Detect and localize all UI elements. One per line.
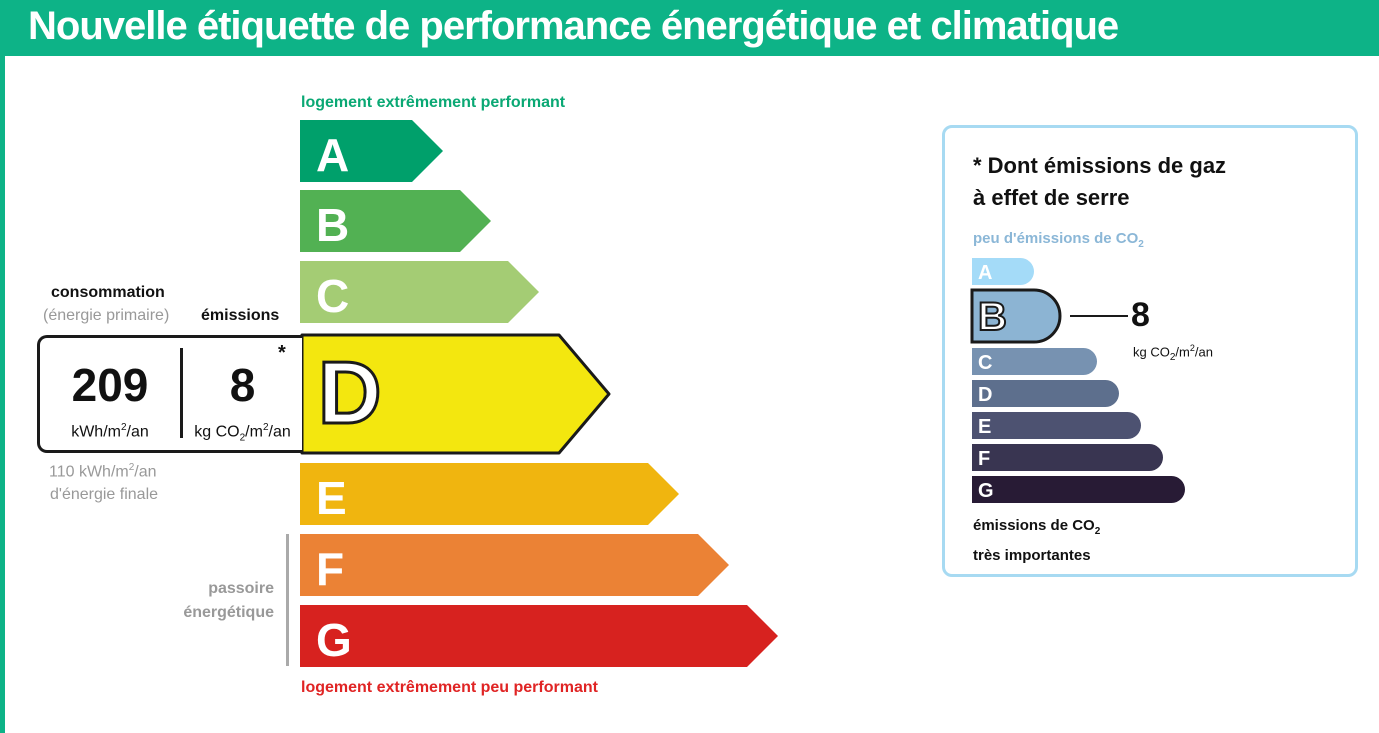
ges-letter-b: B: [978, 295, 1007, 339]
dpe-arrow-d: [300, 333, 611, 455]
passoire-bracket: [286, 534, 289, 666]
ges-letter-d: D: [978, 384, 992, 406]
emissions-label: émissions: [201, 307, 280, 324]
dpe-letter-c: C: [316, 270, 349, 322]
ges-top-label: peu d'émissions de CO2: [973, 230, 1144, 250]
value-separator: [180, 348, 183, 438]
page-title: Nouvelle étiquette de performance énergé…: [28, 4, 1119, 48]
dpe-letter-f: F: [316, 543, 344, 595]
ges-letter-c: C: [978, 352, 992, 374]
emissions-asterisk: *: [278, 342, 286, 364]
value-box: 209 kWh/m2/an 8 * kg CO2/m2/an: [37, 335, 302, 453]
ges-letter-a: A: [978, 262, 992, 284]
dpe-arrow-f: [300, 534, 729, 596]
dpe-arrow-b: [300, 190, 491, 252]
consumption-value: 209: [71, 359, 149, 411]
emissions-unit: kg CO2/m2/an: [194, 422, 291, 444]
ges-bar-e: [972, 412, 1141, 439]
ges-letter-e: E: [978, 416, 991, 438]
consumption-label: consommation: [51, 284, 165, 301]
passoire-line2: énergétique: [183, 604, 274, 621]
dpe-arrow-a: [300, 120, 443, 182]
ges-bar-d: [972, 380, 1119, 407]
ges-title-line1: * Dont émissions de gaz: [973, 153, 1227, 178]
ges-unit: kg CO2/m2/an: [1133, 343, 1213, 363]
ges-letter-g: G: [978, 480, 994, 502]
ges-panel: * Dont émissions de gaz à effet de serre…: [942, 125, 1358, 577]
dpe-letter-a: A: [316, 129, 349, 181]
ges-bar-f: [972, 444, 1163, 471]
ges-title-line2: à effet de serre: [973, 185, 1130, 210]
ges-bar-a: [972, 258, 1034, 285]
ges-title: * Dont émissions de gaz à effet de serre: [973, 150, 1226, 214]
dpe-letter-g: G: [316, 614, 352, 666]
passoire-line1: passoire: [208, 580, 274, 597]
dpe-letter-e: E: [316, 472, 347, 524]
final-energy-value: 110 kWh/m2/an: [49, 462, 157, 481]
dpe-top-label: logement extrêmement performant: [301, 94, 566, 111]
ges-value: 8: [1131, 296, 1150, 334]
dpe-letter-b: B: [316, 199, 349, 251]
dpe-bottom-label: logement extrêmement peu performant: [301, 679, 598, 696]
consumption-unit: kWh/m2/an: [71, 422, 149, 441]
ges-bar-c: [972, 348, 1097, 375]
ges-letter-f: F: [978, 448, 990, 470]
dpe-arrow-g: [300, 605, 778, 667]
dpe-letter-d: D: [318, 343, 382, 442]
consumption-sublabel: (énergie primaire): [43, 307, 170, 324]
dpe-arrow-c: [300, 261, 539, 323]
ges-bar-b: [970, 288, 1062, 344]
ges-bottom-label: émissions de CO2 très importantes: [973, 517, 1101, 564]
final-energy-label: d'énergie finale: [50, 486, 159, 503]
header-banner: Nouvelle étiquette de performance énergé…: [0, 0, 1379, 56]
emissions-value: 8: [229, 359, 256, 411]
ges-bar-g: [972, 476, 1185, 503]
dpe-arrow-e: [300, 463, 679, 525]
